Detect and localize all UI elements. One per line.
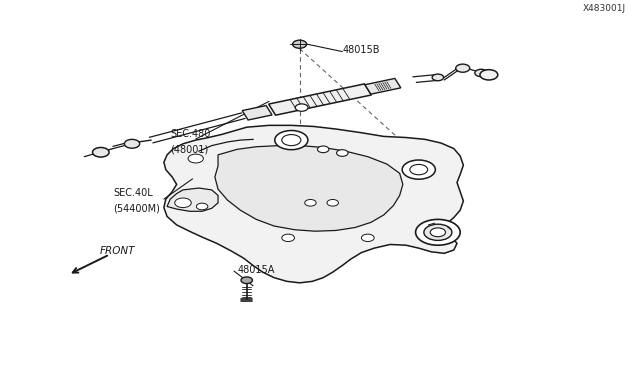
Text: SEC.480: SEC.480: [170, 129, 211, 139]
Circle shape: [430, 228, 445, 237]
Circle shape: [317, 146, 329, 153]
Circle shape: [292, 40, 307, 48]
Text: 48015B: 48015B: [342, 45, 380, 55]
Polygon shape: [164, 125, 463, 283]
Circle shape: [282, 234, 294, 241]
Text: X483001J: X483001J: [583, 4, 626, 13]
Circle shape: [275, 131, 308, 150]
Circle shape: [432, 74, 444, 81]
Circle shape: [480, 70, 498, 80]
Text: 48015A: 48015A: [237, 265, 275, 275]
Circle shape: [188, 154, 204, 163]
Circle shape: [305, 199, 316, 206]
Circle shape: [93, 147, 109, 157]
Text: SEC.40L: SEC.40L: [113, 188, 153, 198]
Text: FRONT: FRONT: [100, 246, 136, 256]
Polygon shape: [215, 145, 403, 231]
Polygon shape: [167, 188, 218, 211]
Circle shape: [402, 160, 435, 179]
Text: (54400M): (54400M): [113, 204, 160, 214]
Circle shape: [475, 69, 488, 77]
Circle shape: [175, 198, 191, 208]
Polygon shape: [365, 78, 401, 94]
Circle shape: [124, 140, 140, 148]
Circle shape: [424, 224, 452, 240]
Circle shape: [410, 164, 428, 175]
Circle shape: [327, 199, 339, 206]
Circle shape: [241, 277, 252, 283]
Circle shape: [295, 104, 308, 111]
Polygon shape: [242, 106, 272, 120]
Circle shape: [456, 64, 470, 72]
Circle shape: [337, 150, 348, 156]
Circle shape: [196, 203, 208, 210]
Circle shape: [362, 234, 374, 241]
Text: (48001): (48001): [170, 145, 209, 155]
Circle shape: [282, 135, 301, 145]
Polygon shape: [269, 84, 371, 115]
Circle shape: [415, 219, 460, 245]
